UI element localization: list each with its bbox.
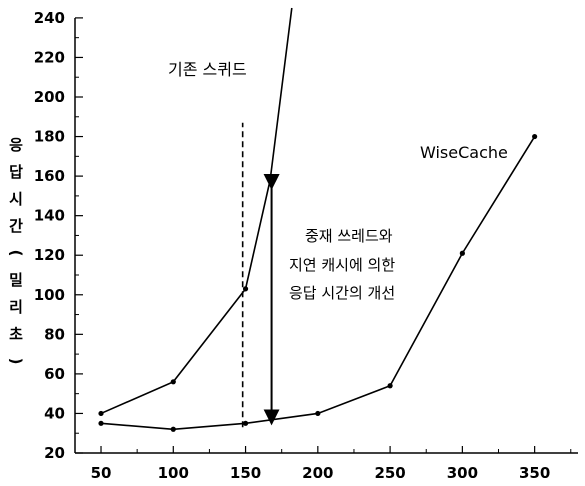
y-tick-label: 240 [34,9,65,27]
y-axis-label-char: 초 [9,325,23,343]
y-tick-label: 100 [34,286,65,304]
x-tick-label: 150 [230,464,261,482]
series-point-1 [242,420,249,426]
x-tick-label: 250 [374,464,405,482]
series-point-0 [170,379,176,385]
series-label-legacy-squid: 기존 스퀴드 [168,60,247,79]
y-axis-label-char: 간 [9,217,23,235]
y-tick-label: 120 [34,246,65,264]
y-axis-label-char: 리 [9,298,23,316]
x-tick-label: 200 [302,464,333,482]
y-axis-label-char: 답 [9,163,23,181]
x-tick-label: 300 [447,464,478,482]
series-point-0 [242,286,249,292]
y-tick-label: 20 [44,444,65,462]
y-tick-label: 40 [44,404,65,422]
y-axis-label-char: 밀 [9,271,23,289]
y-axis-label-char: 시 [9,190,23,208]
y-tick-label: 60 [44,365,65,383]
y-tick-label: 200 [34,88,65,106]
x-tick-label: 100 [158,464,189,482]
x-tick-label: 50 [91,464,112,482]
annotation-line-1: 중재 쓰레드와 [305,227,393,245]
series-layer [98,7,538,432]
y-tick-label: 140 [34,207,65,225]
y-tick-label: 220 [34,48,65,66]
series-point-1 [170,426,176,432]
series-point-1 [532,133,538,140]
series-point-1 [98,420,104,426]
annotation-line-2: 지연 캐시에 의한 [289,256,395,274]
y-tick-label: 180 [34,128,65,146]
y-axis-label-char: ) [7,358,25,365]
series-point-1 [315,410,321,417]
y-axis-label-char: ( [7,250,25,257]
x-ticks: 50 100 150 200 250 300 350 [91,446,572,482]
annotation-line-3: 응답 시간의 개선 [289,284,395,302]
series-point-1 [387,383,393,389]
y-axis-label-char: 응 [9,136,23,154]
x-tick-label: 350 [519,464,550,482]
y-tick-label: 160 [34,167,65,185]
y-ticks: 20 40 60 80 100 120 140 160 180 200 220 240 [34,9,83,462]
series-point-1 [459,250,465,256]
series-point-0 [98,410,104,417]
y-tick-label: 80 [44,325,65,343]
series-label-wisecache: WiseCache [420,143,508,162]
